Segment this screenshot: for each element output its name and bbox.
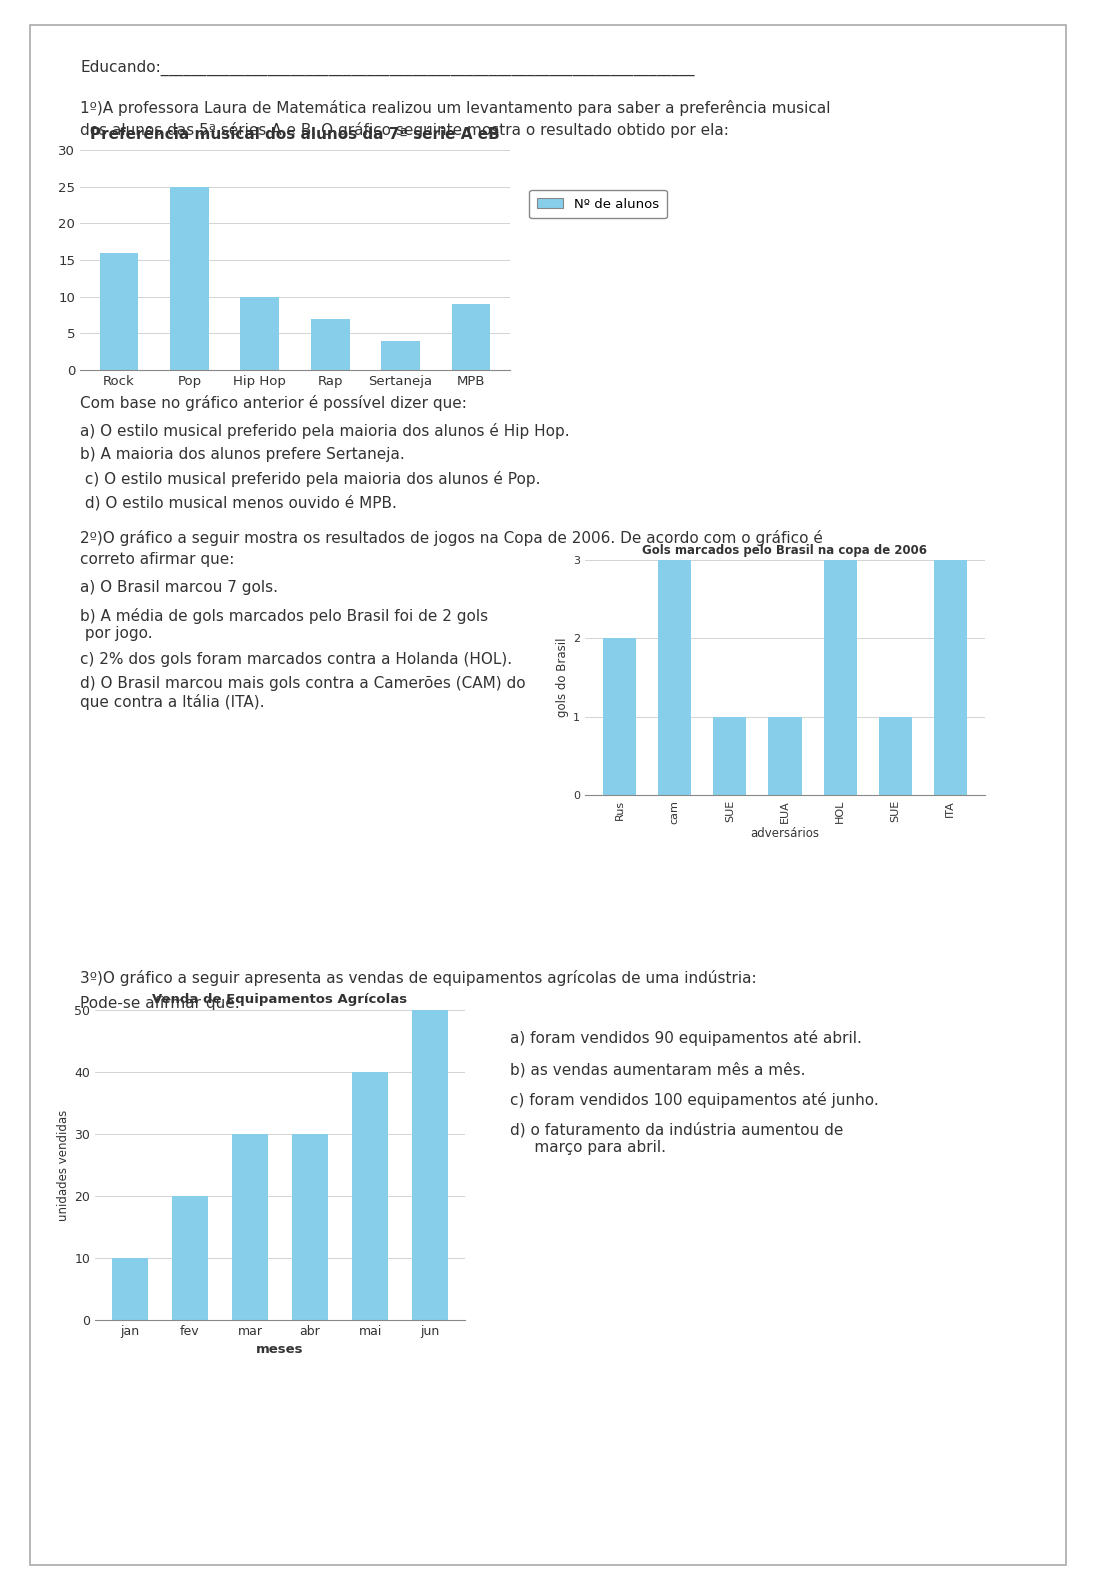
Text: Com base no gráfico anterior é possível dizer que:: Com base no gráfico anterior é possível … (80, 394, 467, 410)
Text: c) O estilo musical preferido pela maioria dos alunos é Pop.: c) O estilo musical preferido pela maior… (80, 471, 540, 487)
X-axis label: meses: meses (256, 1344, 304, 1356)
Bar (170, 186, 208, 370)
Bar (381, 340, 420, 370)
Text: correto afirmar que:: correto afirmar que: (80, 552, 235, 568)
Bar (292, 1134, 328, 1320)
Text: a) foram vendidos 90 equipamentos até abril.: a) foram vendidos 90 equipamentos até ab… (510, 1030, 861, 1046)
Bar (352, 1072, 388, 1320)
Bar (713, 717, 746, 795)
Title: Preferência musical dos alunos da 7ª série A eB: Preferência musical dos alunos da 7ª sér… (90, 127, 500, 142)
Text: Pode-se afirmar que:: Pode-se afirmar que: (80, 995, 240, 1011)
Bar (452, 304, 490, 370)
Text: dos alunos das 5ª séries A e B. O gráfico seguinte mostra o resultado obtido por: dos alunos das 5ª séries A e B. O gráfic… (80, 122, 729, 138)
Y-axis label: gols do Brasil: gols do Brasil (556, 638, 569, 717)
Bar (112, 1258, 148, 1320)
Text: c) 2% dos gols foram marcados contra a Holanda (HOL).: c) 2% dos gols foram marcados contra a H… (80, 652, 512, 666)
Bar (311, 318, 350, 370)
Bar (240, 297, 279, 370)
Text: 1º)A professora Laura de Matemática realizou um levantamento para saber a prefer: 1º)A professora Laura de Matemática real… (80, 100, 831, 116)
Text: b) as vendas aumentaram mês a mês.: b) as vendas aumentaram mês a mês. (510, 1062, 806, 1078)
Text: 2º)O gráfico a seguir mostra os resultados de jogos na Copa de 2006. De acordo c: 2º)O gráfico a seguir mostra os resultad… (80, 529, 823, 545)
Text: c) foram vendidos 100 equipamentos até junho.: c) foram vendidos 100 equipamentos até j… (510, 1092, 879, 1108)
Bar (934, 560, 967, 795)
Text: b) A média de gols marcados pelo Brasil foi de 2 gols
 por jogo.: b) A média de gols marcados pelo Brasil … (80, 607, 488, 641)
Bar (100, 253, 138, 370)
Text: Educando:______________________________________________________________________: Educando:_______________________________… (80, 60, 695, 76)
Bar (768, 717, 801, 795)
Bar (879, 717, 912, 795)
Bar (659, 560, 692, 795)
Y-axis label: unidades vendidas: unidades vendidas (57, 1110, 70, 1221)
Bar (412, 1010, 448, 1320)
Bar (172, 1196, 208, 1320)
Text: d) o faturamento da indústria aumentou de
     março para abril.: d) o faturamento da indústria aumentou d… (510, 1123, 844, 1154)
Text: a) O estilo musical preferido pela maioria dos alunos é Hip Hop.: a) O estilo musical preferido pela maior… (80, 423, 570, 439)
Text: 3º)O gráfico a seguir apresenta as vendas de equipamentos agrícolas de uma indús: 3º)O gráfico a seguir apresenta as venda… (80, 970, 756, 986)
Bar (232, 1134, 269, 1320)
Bar (823, 560, 857, 795)
Bar (603, 638, 637, 795)
X-axis label: adversários: adversários (751, 827, 820, 840)
Title: Gols marcados pelo Brasil na copa de 2006: Gols marcados pelo Brasil na copa de 200… (642, 544, 927, 558)
Text: d) O Brasil marcou mais gols contra a Camerões (CAM) do
que contra a Itália (ITA: d) O Brasil marcou mais gols contra a Ca… (80, 676, 526, 709)
Title: Venda de Equipamentos Agrícolas: Venda de Equipamentos Agrícolas (152, 994, 408, 1006)
Text: d) O estilo musical menos ouvido é MPB.: d) O estilo musical menos ouvido é MPB. (80, 494, 397, 510)
Legend: Nº de alunos: Nº de alunos (529, 189, 666, 218)
Text: a) O Brasil marcou 7 gols.: a) O Brasil marcou 7 gols. (80, 580, 278, 595)
Text: b) A maioria dos alunos prefere Sertaneja.: b) A maioria dos alunos prefere Sertanej… (80, 447, 404, 463)
